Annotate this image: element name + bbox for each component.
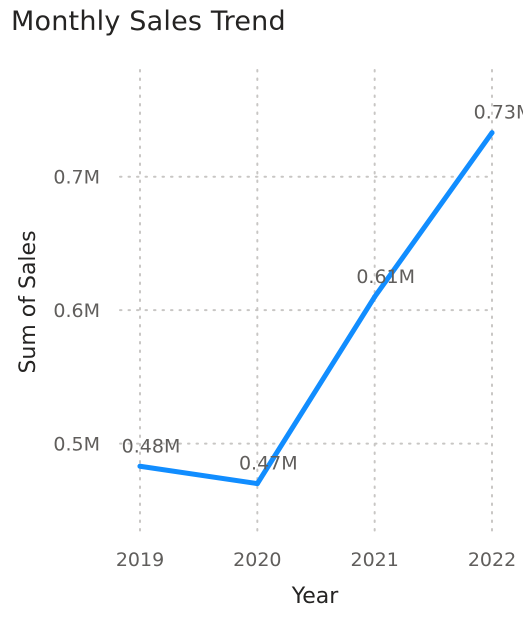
data-point-2022 (489, 130, 495, 136)
x-tick-label-2020: 2020 (233, 549, 281, 571)
y-axis-title: Sum of Sales (16, 230, 41, 373)
y-tick-label-0.7M: 0.7M (53, 167, 100, 189)
x-axis-tick-labels: 2019 2020 2021 2022 (116, 549, 516, 571)
horizontal-gridlines (119, 175, 493, 445)
x-tick-label-2021: 2021 (350, 549, 398, 571)
data-point-2019 (137, 463, 143, 469)
x-tick-label-2019: 2019 (116, 549, 164, 571)
chart-title: Monthly Sales Trend (11, 6, 286, 37)
data-label-2019: 0.48M (122, 435, 181, 457)
y-tick-label-0.5M: 0.5M (53, 434, 100, 456)
data-point-2020 (254, 481, 260, 487)
series-group (137, 130, 495, 487)
y-tick-label-0.6M: 0.6M (53, 300, 100, 322)
data-label-2020: 0.47M (239, 453, 298, 475)
data-label-2021: 0.61M (356, 266, 415, 288)
series-line (137, 130, 495, 487)
data-label-2022: 0.73M (474, 102, 523, 124)
data-labels: 0.48M 0.47M 0.61M 0.73M (122, 102, 523, 475)
y-axis-tick-labels: 0.5M 0.6M 0.7M (53, 167, 100, 456)
x-tick-label-2022: 2022 (468, 549, 516, 571)
x-axis-title: Year (291, 584, 340, 609)
vertical-gridlines (139, 69, 493, 538)
data-point-2021 (372, 294, 378, 300)
